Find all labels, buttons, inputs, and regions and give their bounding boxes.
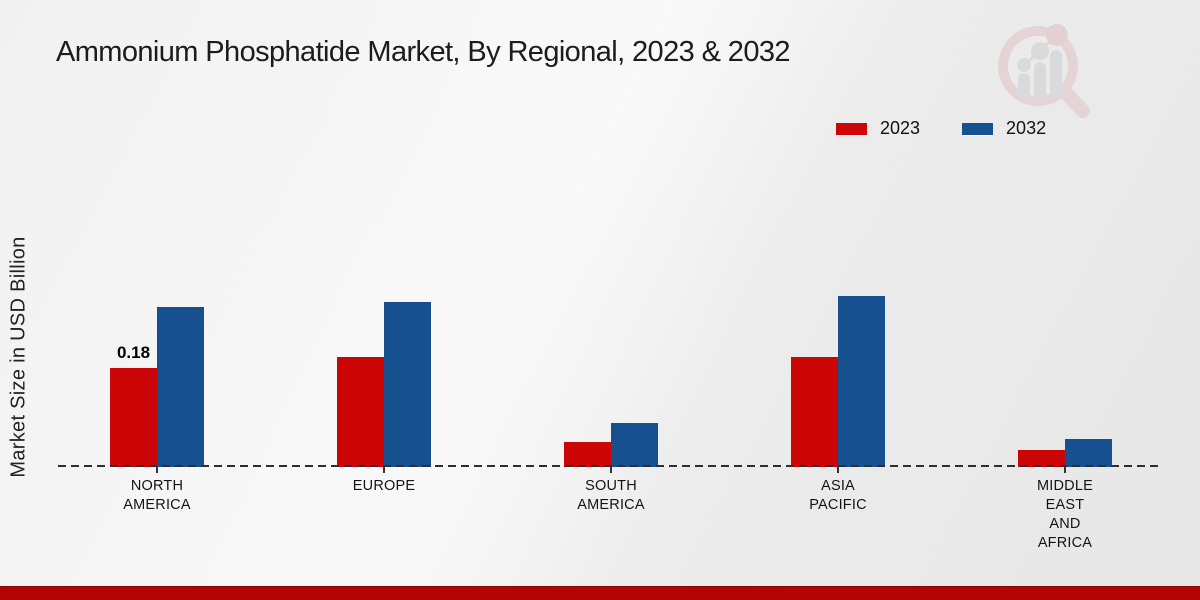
x-axis-label-line: EAST <box>1045 497 1085 513</box>
legend-swatch-2032 <box>962 122 994 135</box>
bar-value-label-2023-north-america: 0.18 <box>116 343 151 362</box>
x-axis-label-north-america: NORTH AMERICA <box>82 477 232 515</box>
x-axis-label-asia-pacific: ASIA PACIFIC <box>763 477 913 515</box>
x-axis-label-line: ASIA <box>821 478 855 494</box>
x-axis-tick-south-america <box>610 467 612 473</box>
bar-2032-europe <box>384 302 431 467</box>
x-axis-tick-europe <box>383 467 385 473</box>
x-axis-label-line: NORTH <box>130 478 184 494</box>
x-axis-label-line: AMERICA <box>577 497 645 513</box>
chart-title: Ammonium Phosphatide Market, By Regional… <box>56 36 791 68</box>
x-axis-label-line: SOUTH <box>585 478 637 494</box>
bar-2032-asia-pacific <box>838 296 885 467</box>
bar-2023-south-america <box>564 442 611 467</box>
bar-2023-asia-pacific <box>791 357 838 467</box>
x-axis-label-line: AMERICA <box>123 497 191 513</box>
mrfr-magnifier-logo-icon <box>998 24 1090 118</box>
legend-label-2032: 2032 <box>1006 118 1047 138</box>
bar-2032-north-america <box>157 307 204 467</box>
x-axis-label-line: AND <box>1049 516 1081 532</box>
x-axis-label-middle-east-and-africa: MIDDLE EAST AND AFRICA <box>990 477 1140 553</box>
x-axis-tick-north-america <box>156 467 158 473</box>
bar-2023-europe <box>337 357 384 467</box>
x-axis-label-line: AFRICA <box>1037 535 1093 551</box>
legend-swatch-2023 <box>836 122 867 135</box>
x-axis-label-line: MIDDLE <box>1037 478 1093 494</box>
legend: 2023 2032 <box>836 118 1046 139</box>
x-axis-label-line: EUROPE <box>352 478 416 494</box>
x-axis-label-south-america: SOUTH AMERICA <box>536 477 686 515</box>
x-axis-label-europe: EUROPE <box>309 477 459 496</box>
bar-2023-middle-east-and-africa <box>1018 450 1065 467</box>
legend-item-2023: 2023 <box>836 118 920 139</box>
x-axis-dashed-line <box>58 465 1160 467</box>
bottom-red-strip <box>0 586 1200 600</box>
x-axis-tick-middle-east-and-africa <box>1064 467 1066 473</box>
legend-item-2032: 2032 <box>962 118 1046 139</box>
bar-2032-south-america <box>611 423 658 467</box>
legend-label-2023: 2023 <box>880 118 921 138</box>
bar-2032-middle-east-and-africa <box>1065 439 1112 467</box>
bar-2023-north-america <box>110 368 157 467</box>
x-axis-label-line: PACIFIC <box>809 497 867 513</box>
x-axis-tick-asia-pacific <box>837 467 839 473</box>
